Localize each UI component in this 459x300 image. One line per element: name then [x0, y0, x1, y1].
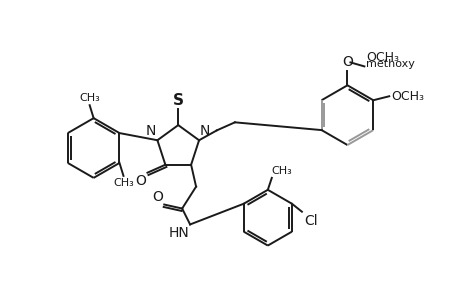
Text: O: O: [152, 190, 163, 203]
Text: N: N: [200, 124, 210, 138]
Text: N: N: [146, 124, 156, 138]
Text: OCH₃: OCH₃: [391, 90, 423, 103]
Text: CH₃: CH₃: [113, 178, 134, 188]
Text: CH₃: CH₃: [79, 93, 100, 103]
Text: O: O: [341, 56, 352, 69]
Text: Cl: Cl: [303, 214, 317, 228]
Text: CH₃: CH₃: [271, 166, 292, 176]
Text: HN: HN: [168, 226, 189, 240]
Text: OCH₃: OCH₃: [365, 51, 398, 64]
Text: methoxy: methoxy: [365, 59, 414, 69]
Text: O: O: [135, 174, 146, 188]
Text: S: S: [173, 93, 183, 108]
